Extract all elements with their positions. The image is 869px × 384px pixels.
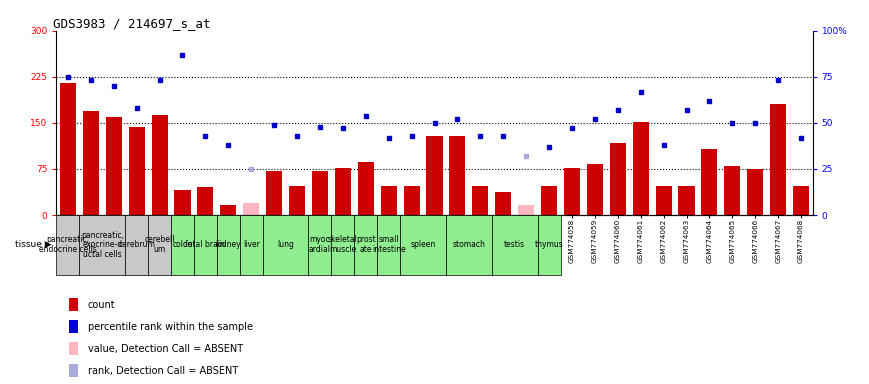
- Bar: [217, 215, 240, 275]
- Bar: [610, 142, 626, 215]
- Text: fetal brain: fetal brain: [185, 240, 225, 249]
- Text: kidney: kidney: [216, 240, 241, 249]
- Text: count: count: [88, 300, 116, 310]
- Bar: [633, 122, 649, 215]
- Bar: [400, 215, 446, 275]
- Bar: [148, 215, 171, 275]
- Bar: [679, 186, 694, 215]
- Text: thymus: thymus: [534, 240, 563, 249]
- Text: small
intestine: small intestine: [372, 235, 406, 254]
- Bar: [355, 215, 377, 275]
- Bar: [69, 320, 78, 333]
- Bar: [308, 215, 331, 275]
- Bar: [83, 111, 99, 215]
- Text: testis: testis: [504, 240, 525, 249]
- Text: spleen: spleen: [410, 240, 435, 249]
- Text: tissue ▶: tissue ▶: [15, 240, 51, 249]
- Bar: [587, 164, 603, 215]
- Bar: [60, 83, 76, 215]
- Text: stomach: stomach: [453, 240, 485, 249]
- Bar: [725, 166, 740, 215]
- Text: value, Detection Call = ABSENT: value, Detection Call = ABSENT: [88, 344, 243, 354]
- Bar: [129, 127, 144, 215]
- Bar: [243, 203, 259, 215]
- Bar: [377, 215, 400, 275]
- Text: cerebell
um: cerebell um: [144, 235, 175, 254]
- Text: percentile rank within the sample: percentile rank within the sample: [88, 322, 253, 332]
- Bar: [541, 186, 557, 215]
- Text: rank, Detection Call = ABSENT: rank, Detection Call = ABSENT: [88, 366, 238, 376]
- Bar: [56, 215, 79, 275]
- Bar: [335, 168, 351, 215]
- Bar: [79, 215, 125, 275]
- Bar: [538, 215, 561, 275]
- Bar: [151, 115, 168, 215]
- Bar: [358, 162, 374, 215]
- Bar: [266, 171, 282, 215]
- Bar: [701, 149, 718, 215]
- Bar: [518, 205, 534, 215]
- Bar: [449, 136, 466, 215]
- Bar: [262, 215, 308, 275]
- Bar: [564, 168, 580, 215]
- Text: colon: colon: [172, 240, 193, 249]
- Text: GDS3983 / 214697_s_at: GDS3983 / 214697_s_at: [53, 17, 210, 30]
- Bar: [69, 298, 78, 311]
- Bar: [427, 136, 442, 215]
- Text: lung: lung: [277, 240, 294, 249]
- Text: prost
ate: prost ate: [356, 235, 375, 254]
- Text: cerebrum: cerebrum: [118, 240, 155, 249]
- Bar: [793, 186, 809, 215]
- Bar: [194, 215, 217, 275]
- Bar: [747, 169, 763, 215]
- Bar: [492, 215, 538, 275]
- Bar: [331, 215, 355, 275]
- Bar: [403, 186, 420, 215]
- Bar: [175, 190, 190, 215]
- Bar: [446, 215, 492, 275]
- Bar: [69, 364, 78, 377]
- Bar: [106, 117, 122, 215]
- Bar: [473, 186, 488, 215]
- Bar: [655, 186, 672, 215]
- Bar: [171, 215, 194, 275]
- Bar: [495, 192, 511, 215]
- Bar: [381, 186, 396, 215]
- Text: pancreatic,
exocrine-d
uctal cells: pancreatic, exocrine-d uctal cells: [81, 231, 123, 259]
- Bar: [240, 215, 262, 275]
- Bar: [221, 205, 236, 215]
- Text: myoc
ardial: myoc ardial: [309, 235, 331, 254]
- Bar: [312, 171, 328, 215]
- Bar: [770, 104, 786, 215]
- Bar: [69, 343, 78, 355]
- Bar: [125, 215, 148, 275]
- Bar: [197, 187, 214, 215]
- Text: pancreatic,
endocrine cells: pancreatic, endocrine cells: [39, 235, 96, 254]
- Text: skeletal
muscle: skeletal muscle: [328, 235, 358, 254]
- Text: liver: liver: [242, 240, 260, 249]
- Bar: [289, 186, 305, 215]
